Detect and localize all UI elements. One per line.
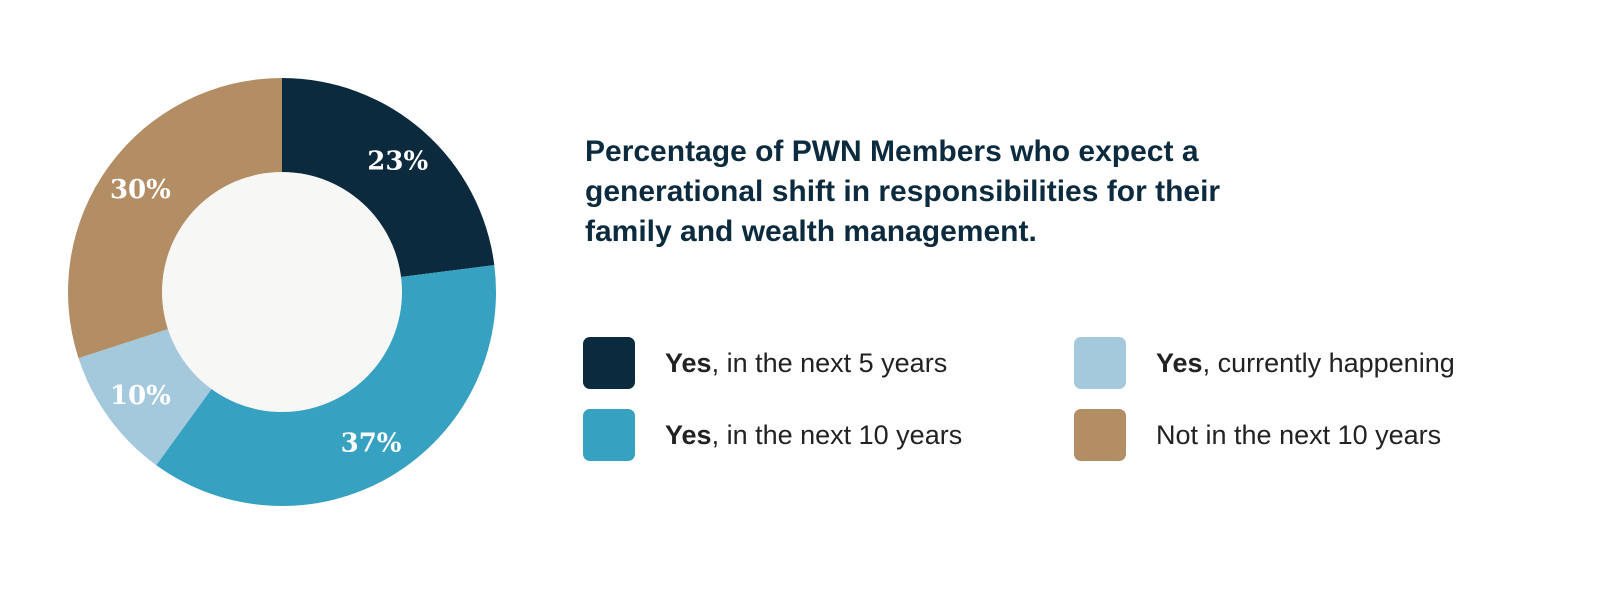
legend-swatch bbox=[1074, 409, 1126, 461]
chart-title: Percentage of PWN Members who expect a g… bbox=[585, 135, 1221, 248]
legend-item-currently-happening: Yes, currently happening bbox=[1074, 337, 1455, 389]
legend-label-bold: Yes bbox=[665, 419, 712, 450]
donut-chart: 23% 37% 10% 30% bbox=[67, 78, 496, 506]
data-label-3: 30% bbox=[110, 175, 171, 205]
legend-swatch bbox=[1074, 337, 1126, 389]
legend-item-next-5-years: Yes, in the next 5 years bbox=[583, 337, 947, 389]
legend-label-bold: Yes bbox=[665, 347, 712, 378]
legend-item-next-10-years: Yes, in the next 10 years bbox=[583, 409, 962, 461]
donut-hole bbox=[162, 172, 402, 412]
legend-swatch bbox=[583, 337, 635, 389]
legend-swatch bbox=[583, 409, 635, 461]
legend-label: Not in the next 10 years bbox=[1156, 419, 1442, 450]
legend-label-bold: Yes bbox=[1156, 347, 1203, 378]
data-label-0: 23% bbox=[367, 147, 428, 177]
data-label-1: 37% bbox=[341, 429, 402, 459]
legend-label: , in the next 5 years bbox=[711, 347, 948, 378]
legend-label: , currently happening bbox=[1202, 347, 1455, 378]
legend-label: , in the next 10 years bbox=[711, 419, 963, 450]
data-label-2: 10% bbox=[110, 381, 171, 411]
legend-item-not-next-10-years: Not in the next 10 years bbox=[1074, 409, 1441, 461]
